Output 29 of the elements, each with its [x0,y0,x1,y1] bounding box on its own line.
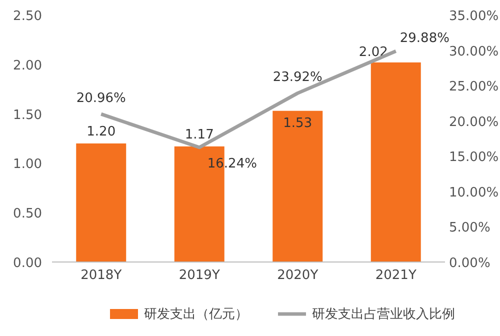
y-tick-label: 2.00 [13,58,42,74]
data-label: 20.96% [76,91,126,106]
data-label: 1.53 [283,116,312,131]
y2-tick-label: 10.00% [449,185,499,200]
x-tick-label: 2021Y [375,268,416,283]
y2-tick-label: 25.00% [449,80,499,95]
data-label: 23.92% [272,70,322,86]
data-label: 1.17 [184,127,214,142]
data-label: 1.20 [86,124,116,140]
y-tick-label: 1.50 [13,108,42,123]
y2-tick-label: 0.00% [449,256,490,271]
y2-tick-label: 35.00% [449,9,499,24]
x-tick-label: 2019Y [178,268,220,283]
y2-tick-label: 5.00% [449,220,490,236]
bar [76,143,126,262]
bar [370,62,421,262]
y-tick-label: 2.50 [13,9,42,24]
data-label: 29.88% [400,31,450,46]
x-tick-label: 2020Y [277,268,318,283]
y2-tick-label: 30.00% [449,44,499,60]
x-tick-label: 2018Y [80,268,122,283]
legend-label: 研发支出占营业收入比例 [312,307,455,322]
bar [272,110,323,262]
y-tick-label: 0.00 [13,256,42,271]
legend-label: 研发支出（亿元） [144,307,248,322]
y2-tick-label: 20.00% [449,114,499,130]
y2-tick-label: 15.00% [449,150,499,166]
y-tick-label: 0.50 [13,206,42,222]
y-tick-label: 1.00 [13,157,42,172]
